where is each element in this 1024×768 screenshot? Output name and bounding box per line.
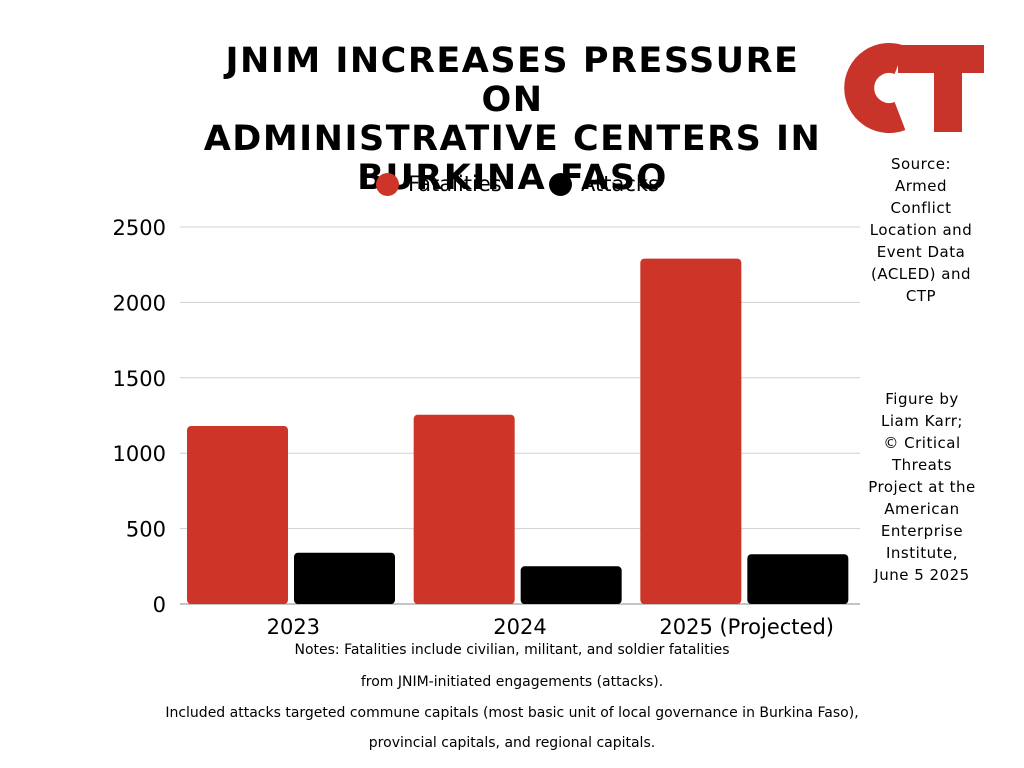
bar-fatalities-2023 [187,426,288,604]
notes-line: Included attacks targeted commune capita… [165,705,859,721]
title-line: ADMINISTRATIVE CENTERS IN [203,119,822,159]
y-tick-label: 1500 [113,367,166,391]
legend-label-attacks: Attacks [581,172,659,196]
source-line: Armed [894,177,948,195]
ct-logo [844,43,984,133]
credit-line: Institute, [885,544,959,562]
source-line: Conflict [890,199,952,217]
x-tick-label: 2024 [493,615,546,639]
legend-swatch-fatalities [376,172,399,196]
credit-line: © Critical [883,434,961,452]
bar-attacks-2024 [520,566,622,604]
notes-line: Notes: Fatalities include civilian, mili… [294,642,730,658]
y-tick-label: 2000 [113,291,166,315]
chart-title: JNIM INCREASES PRESSURE ON ADMINISTRATIV… [190,42,835,198]
credit-line: Liam Karr; [881,412,963,430]
legend-item-attacks: Attacks [549,172,659,196]
credit-line: June 5 2025 [874,566,970,584]
bar-fatalities-2025 [640,258,742,604]
notes-line: from JNIM-initiated engagements (attacks… [360,674,664,690]
source-line: (ACLED) and [870,265,972,283]
source-line: Location and [869,221,973,239]
source-line: CTP [905,287,937,305]
credit-line: Enterprise [880,522,964,540]
title-line: JNIM INCREASES PRESSURE ON [225,41,800,120]
bar-fatalities-2024 [413,414,515,604]
x-tick-label: 2025 (Projected) [659,615,834,639]
y-tick-label: 1000 [113,442,166,466]
chart-legend: Fatalities Attacks [0,172,1024,202]
source-line: Event Data [876,243,966,261]
x-tick-label: 2023 [267,615,320,639]
bar-attacks-2025 [747,554,849,604]
y-tick-label: 2500 [113,216,166,240]
credit-line: Figure by [885,390,959,408]
title-line: BURKINA FASO [357,158,668,198]
source-line: Source: [890,155,952,173]
legend-item-fatalities: Fatalities [376,172,502,196]
legend-label-fatalities: Fatalities [408,172,502,196]
legend-swatch-attacks [549,172,572,196]
credit-line: Threats [891,456,953,474]
y-tick-label: 500 [126,518,166,542]
y-tick-label: 0 [153,593,166,617]
credit-line: American [884,500,960,518]
credit-note: Figure by Liam Karr; © Critical Threats … [858,388,986,586]
source-note: Source: Armed Conflict Location and Even… [860,153,982,307]
notes-line: provincial capitals, and regional capita… [368,735,656,751]
credit-line: Project at the [868,478,976,496]
bar-attacks-2023 [294,552,395,604]
